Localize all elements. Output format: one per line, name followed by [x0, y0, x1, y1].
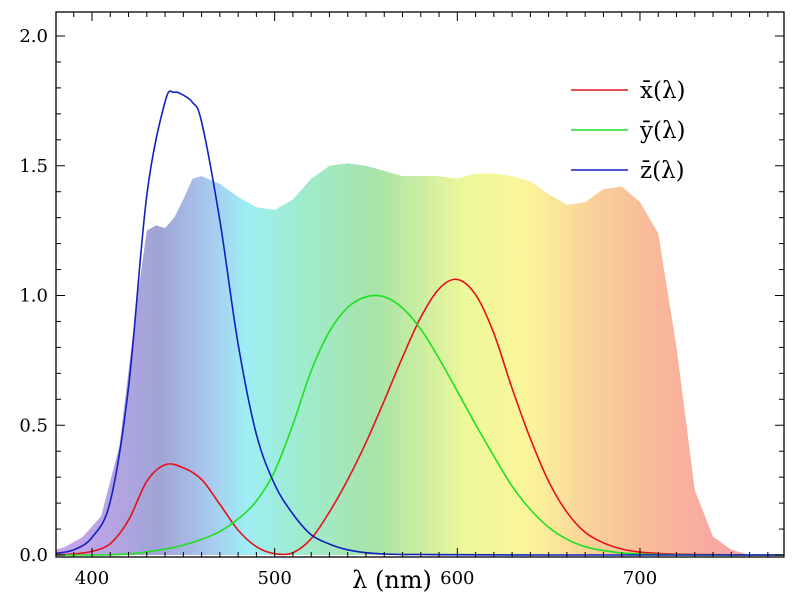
x-tick-label: 600 [440, 568, 474, 589]
x-tick-label: 700 [623, 568, 657, 589]
series-line-x-bar [56, 278, 784, 556]
legend: x̄(λ) ȳ(λ) z̄(λ) [571, 78, 686, 184]
legend-label: ȳ(λ) [639, 118, 686, 144]
y-tick-label: 1.5 [19, 156, 48, 177]
x-tick-label: 400 [75, 568, 109, 589]
legend-x-bar: x̄(λ) [571, 78, 686, 104]
x-tick-labels: 400 500 600 700 [75, 568, 657, 589]
series-line-y-bar [56, 294, 784, 556]
y-tick-label: 0.5 [19, 415, 48, 436]
legend-y-bar: ȳ(λ) [571, 118, 686, 144]
x-tick-label: 500 [257, 568, 291, 589]
legend-label: z̄(λ) [640, 158, 685, 184]
legend-label: x̄(λ) [640, 78, 686, 104]
plot-frame [55, 11, 785, 558]
y-tick-label: 2.0 [19, 26, 48, 47]
y-tick-label: 0.0 [19, 545, 48, 566]
y-tick-labels: 0.0 0.5 1.0 1.5 2.0 [19, 26, 48, 566]
ticks-layer [56, 12, 784, 557]
y-tick-label: 1.0 [19, 286, 48, 307]
x-axis-label: λ (nm) [352, 566, 432, 594]
spectrum-band [56, 163, 784, 555]
legend-z-bar: z̄(λ) [571, 158, 685, 184]
